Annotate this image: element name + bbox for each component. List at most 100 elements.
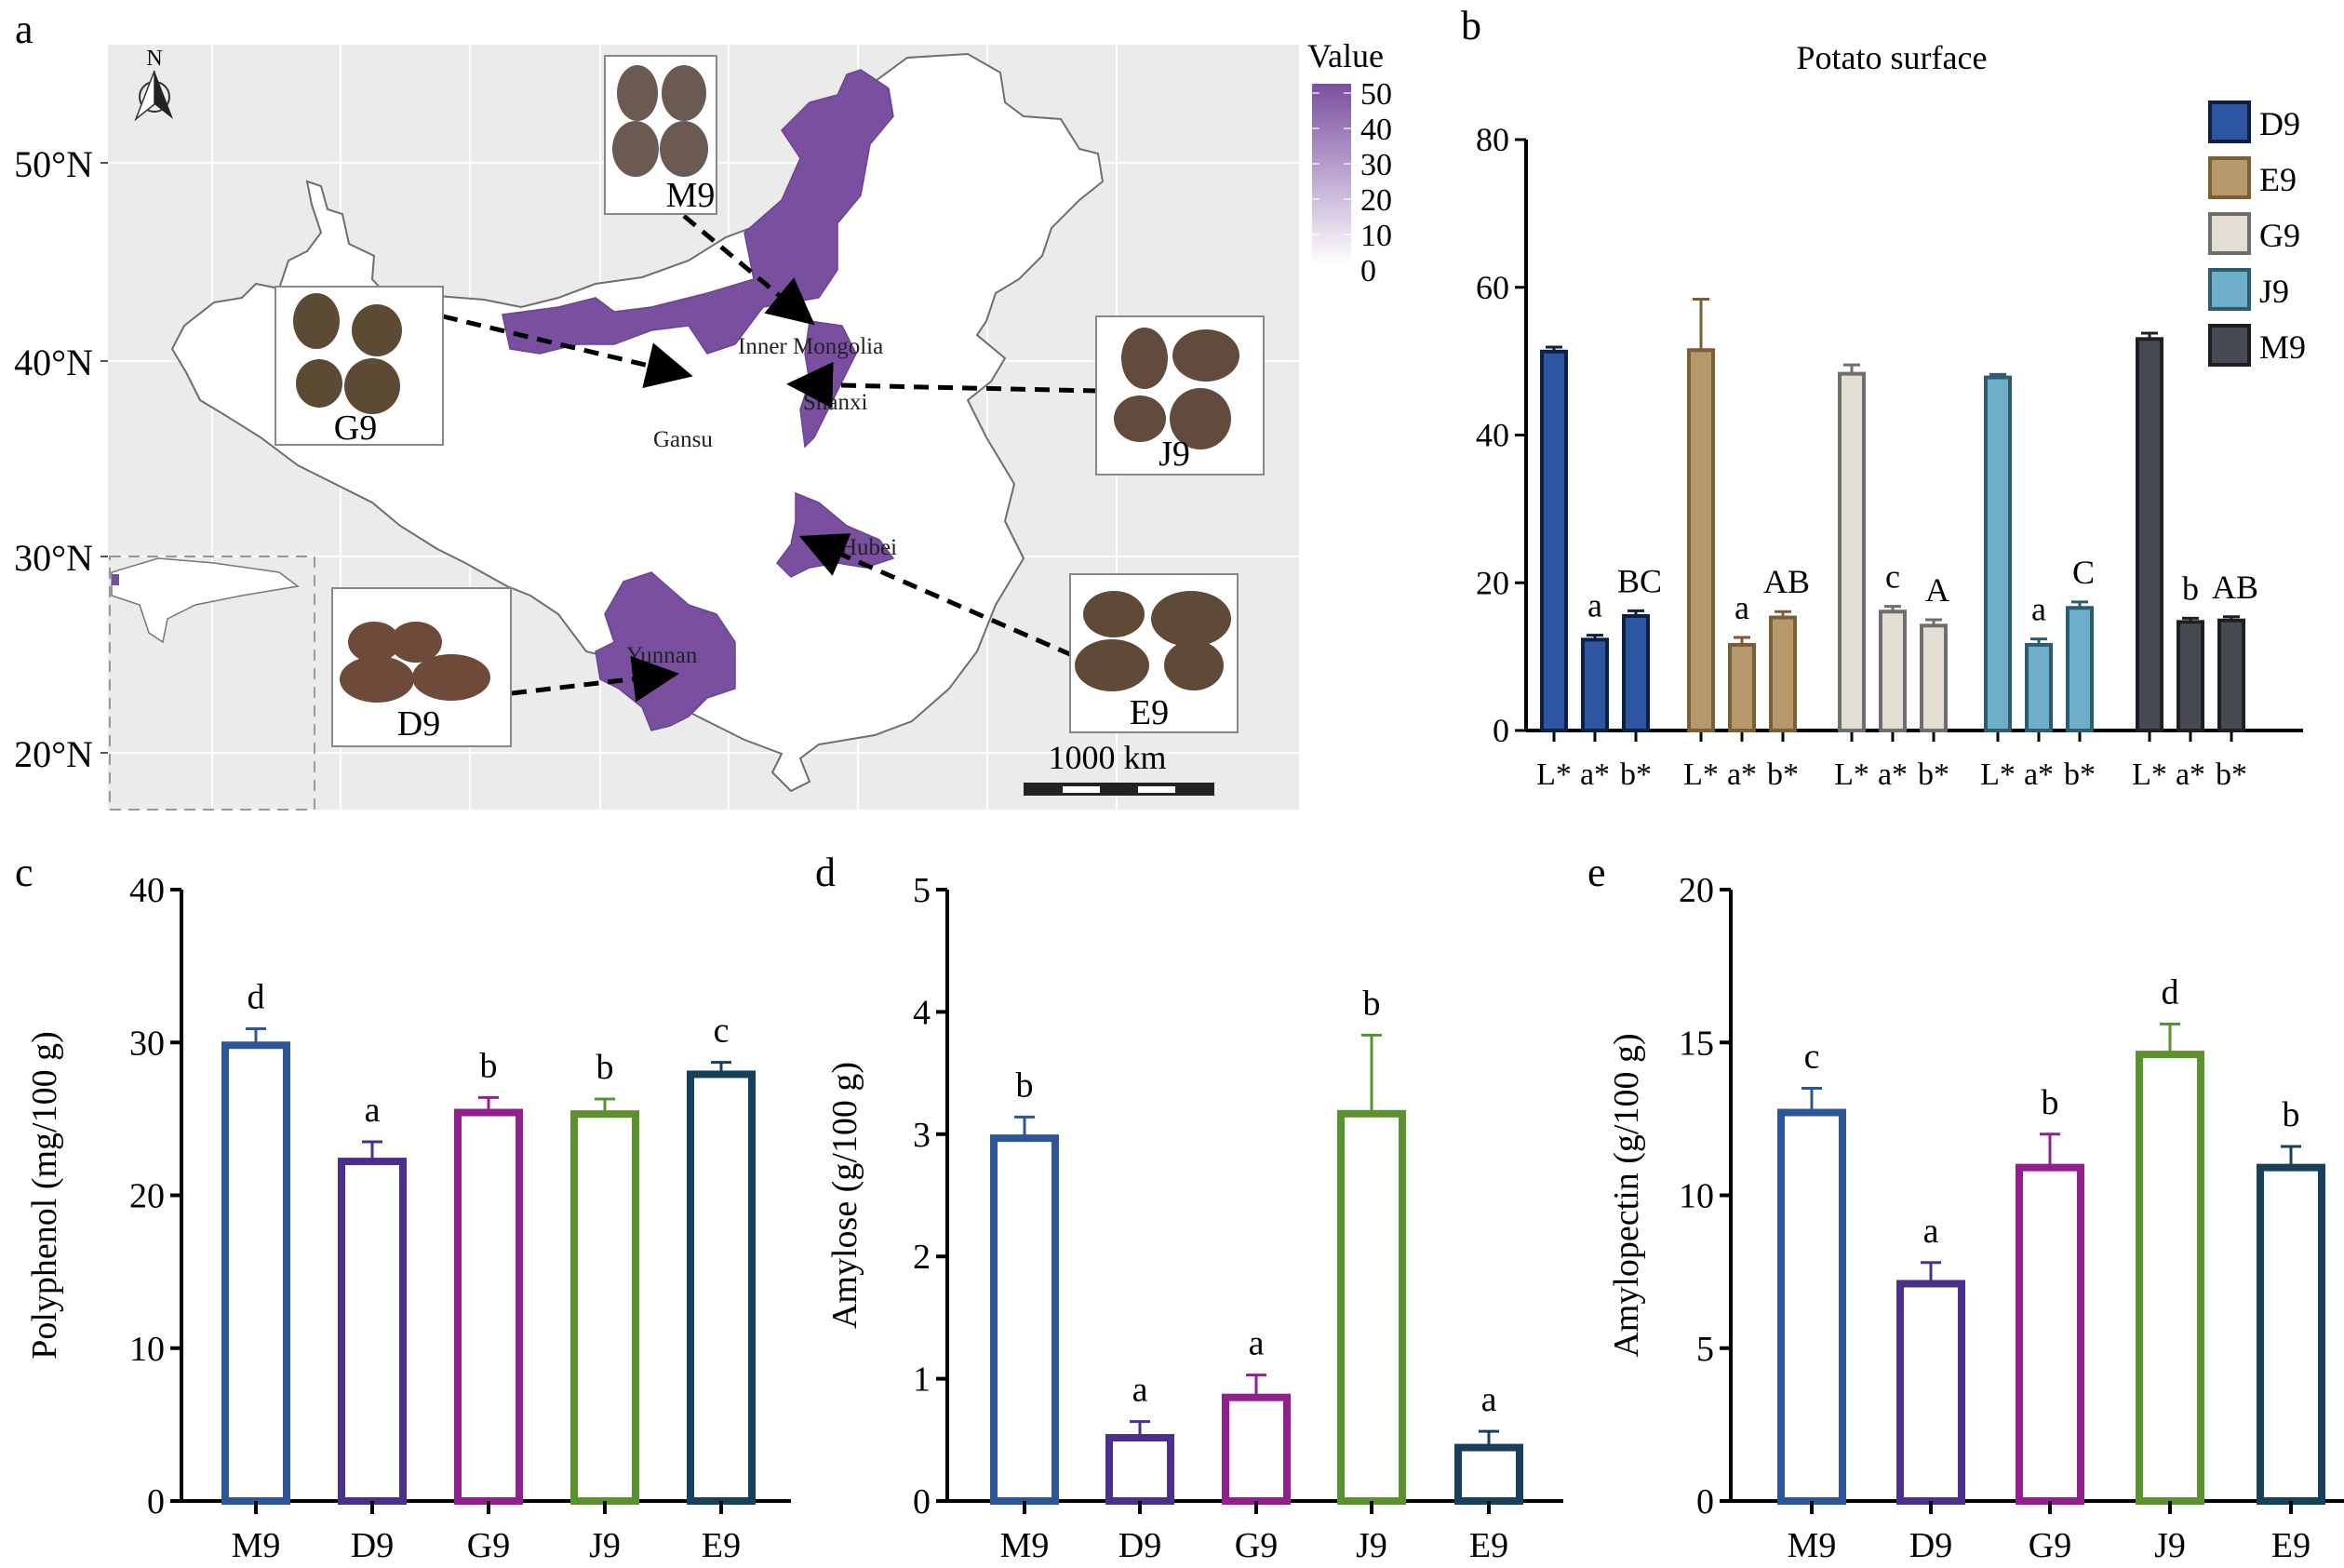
significance-letter: a <box>1481 1380 1497 1419</box>
significance-letter: b <box>2042 1083 2059 1122</box>
y-tick-label: 5 <box>913 871 931 910</box>
bar-G9 <box>2016 1163 2084 1505</box>
chart-amylopectin: 0 5 10 15 20 Amylopectin (g/100 g) M9 c D9 a G9 b J9… <box>1582 847 2344 1565</box>
significance-letter: a <box>1923 1212 1939 1251</box>
x-tick-label: b* <box>1767 757 1799 792</box>
bar-D9 <box>1896 1280 1965 1506</box>
chart-potato-surface: Potato surface 0 20 40 60 80 L* a* b* L* a* b* L* a*… <box>1452 0 2344 819</box>
inset-e9: E9 <box>1069 573 1239 733</box>
inset-label-d9: D9 <box>397 704 440 744</box>
bar-D9-a* <box>1581 637 1609 733</box>
x-tick-label: b* <box>1620 757 1652 792</box>
x-tick-label: M9 <box>1000 1526 1050 1563</box>
chart-d-svg: 0 1 2 3 4 5 Amylose (g/100 g) M9 b D9 a G9 a J9 b E9 a <box>825 871 1563 1565</box>
y-tick-label: 3 <box>913 1116 931 1155</box>
region-label-yunnan: Yunnan <box>626 643 698 668</box>
y-tick-label: 20 <box>129 1177 165 1216</box>
x-tick-label: E9 <box>702 1526 741 1563</box>
legend-tick-30: 30 <box>1360 148 1392 182</box>
x-tick-label: a* <box>2024 757 2054 792</box>
legend-title: Value <box>1307 37 1384 74</box>
inset-j9: J9 <box>1095 315 1265 476</box>
y-tick-label: 60 <box>1476 269 1509 306</box>
bar-M9 <box>1777 1108 1846 1505</box>
bar-J9 <box>570 1110 639 1505</box>
bar-J9 <box>1337 1109 1406 1505</box>
x-tick-label: E9 <box>2271 1526 2311 1563</box>
chart-polyphenol: 0 10 20 30 40 Polyphenol (mg/100 g) M9 d D9 a G9 b J… <box>0 847 791 1565</box>
chart-e-svg: 0 5 10 15 20 Amylopectin (g/100 g) M9 c D9 a G9 b J9… <box>1607 871 2344 1565</box>
x-tick-label: G9 <box>2029 1526 2071 1563</box>
y-tick-label: 0 <box>1696 1482 1714 1521</box>
china-landmass <box>170 52 1105 793</box>
y-tick-label: 15 <box>1679 1024 1714 1063</box>
y-tick-label: 20 <box>1679 871 1714 910</box>
bar-G9-L* <box>1838 371 1866 732</box>
panel-letter-b: b <box>1461 3 1481 48</box>
bar-G9-a* <box>1879 610 1907 732</box>
legend-label-G9: G9 <box>2259 217 2300 254</box>
significance-letter: C <box>2072 554 2095 591</box>
significance-letter: a <box>1249 1324 1265 1363</box>
significance-letter: c <box>1804 1038 1820 1077</box>
x-tick-label: G9 <box>467 1526 510 1563</box>
bar-E9-a* <box>1728 642 1756 732</box>
bar-E9 <box>1454 1443 1523 1506</box>
x-tick-label: a* <box>1878 757 1908 792</box>
x-tick-label: a* <box>1727 757 1757 792</box>
inset-label-g9: G9 <box>334 409 377 448</box>
legend-swatch-G9 <box>2208 212 2251 255</box>
legend-tick-10: 10 <box>1360 219 1392 253</box>
panel-letter-e: e <box>1587 850 1606 895</box>
y-tick-label: 40 <box>1476 417 1509 454</box>
region-label-shanxi: Shanxi <box>803 390 868 415</box>
legend-tick-0: 0 <box>1360 254 1376 288</box>
bar-J9-L* <box>1984 375 2012 732</box>
y-tick-label: 0 <box>1493 712 1509 749</box>
scale-bar <box>1024 783 1214 796</box>
legend-colorbar <box>1312 84 1351 265</box>
x-tick-label: L* <box>1980 757 2016 792</box>
panel-letter-d: d <box>815 850 836 895</box>
inset-m9: M9 <box>604 55 717 215</box>
map-svg: 50°N 40°N 30°N 20°N Inner Mongolia Shanx… <box>0 0 1392 811</box>
scale-bar-label: 1000 km <box>1048 739 1166 776</box>
chart-c-svg: 0 10 20 30 40 Polyphenol (mg/100 g) M9 d D9 a G9 b J… <box>25 871 791 1565</box>
significance-letter: d <box>2162 973 2179 1012</box>
panel-letter-a: a <box>15 7 33 52</box>
significance-letter: a <box>1132 1371 1148 1410</box>
y-tick-label: 30 <box>129 1024 165 1063</box>
inset-label-e9: E9 <box>1130 693 1169 732</box>
y-axis-label: Amylopectin (g/100 g) <box>1607 1033 1646 1357</box>
y-axis-label: Amylose (g/100 g) <box>825 1062 864 1329</box>
inset-d9: D9 <box>331 587 512 747</box>
significance-letter: b <box>2182 570 2199 607</box>
legend-tick-40: 40 <box>1360 113 1392 147</box>
bar-G9 <box>1222 1393 1291 1506</box>
significance-letter: a <box>1735 589 1749 626</box>
x-tick-label: D9 <box>1118 1526 1161 1563</box>
map-panel: 50°N 40°N 30°N 20°N Inner Mongolia Shanx… <box>0 0 1452 819</box>
significance-letter: b <box>2283 1095 2300 1134</box>
significance-letter: a <box>2031 591 2046 628</box>
y-tick-label: 1 <box>913 1360 931 1400</box>
x-tick-label: M9 <box>232 1526 281 1563</box>
x-tick-label: D9 <box>351 1526 394 1563</box>
bar-J9-b* <box>2066 606 2094 732</box>
legend-label-J9: J9 <box>2259 273 2289 310</box>
inset-g9: G9 <box>275 286 444 448</box>
bar-E9 <box>2257 1163 2325 1505</box>
x-tick-label: L* <box>1683 757 1719 792</box>
y-tick-label: 0 <box>913 1482 931 1521</box>
x-tick-label: L* <box>1536 757 1572 792</box>
bar-J9 <box>2136 1051 2204 1505</box>
y-tick-label: 0 <box>147 1482 165 1521</box>
bar-E9 <box>687 1070 756 1506</box>
significance-letter: c <box>1885 558 1900 596</box>
significance-letter: AB <box>2212 569 2258 606</box>
region-label-gansu: Gansu <box>653 427 713 452</box>
legend-tick-50: 50 <box>1360 77 1392 112</box>
x-tick-label: L* <box>1834 757 1869 792</box>
bar-D9-b* <box>1622 613 1650 732</box>
